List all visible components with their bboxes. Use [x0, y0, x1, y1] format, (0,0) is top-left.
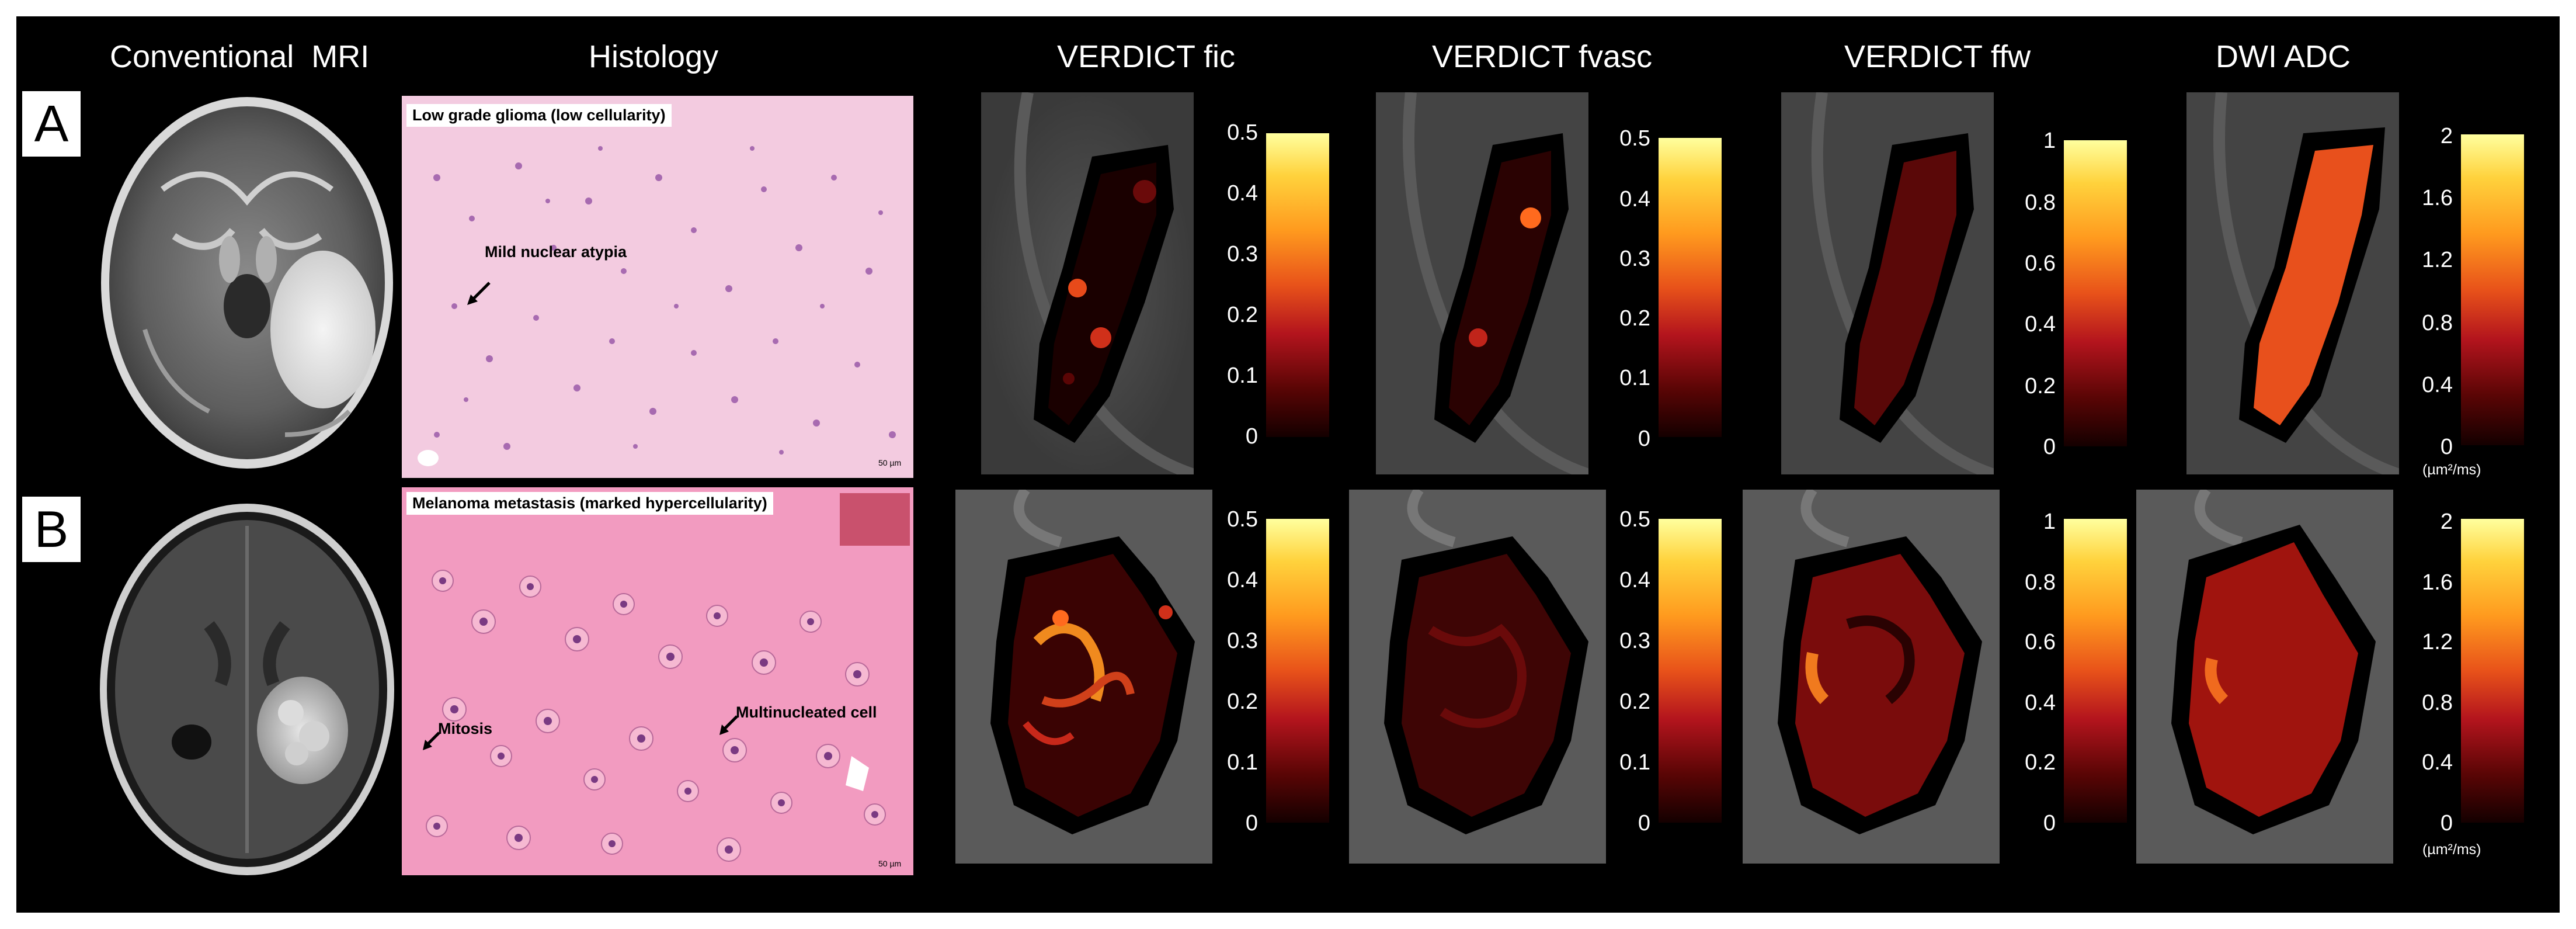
tick-fvasc-a-4: 0.1: [1619, 366, 1650, 390]
scalebar-b: 50 µm: [878, 859, 902, 868]
tick-fvasc-b-4: 0.1: [1619, 750, 1650, 775]
colorbar-adc-b: [2461, 519, 2524, 823]
ffw-map-a: [1781, 92, 1994, 474]
mri-image-b: [92, 491, 402, 888]
tick-fic-a-5: 0: [1245, 424, 1258, 449]
tick-fic-a-3: 0.2: [1227, 303, 1258, 327]
annotation-multinucleated-cell: Multinucleated cell: [736, 703, 877, 721]
tick-adc-a-2: 1.2: [2422, 248, 2453, 272]
tick-fic-a-2: 0.3: [1227, 242, 1258, 266]
tick-ffw-b-5: 0: [2043, 811, 2056, 836]
adc-map-b: [2136, 490, 2393, 864]
fvasc-map-a: [1376, 92, 1588, 474]
row-label-a: A: [22, 91, 81, 157]
fic-map-b: [955, 490, 1212, 864]
tick-ffw-b-4: 0.2: [2025, 750, 2056, 775]
tick-fic-b-2: 0.3: [1227, 629, 1258, 653]
tick-fic-b-4: 0.1: [1227, 750, 1258, 775]
tick-adc-a-1: 1.6: [2422, 186, 2453, 210]
scalebar-a: 50 µm: [878, 458, 902, 467]
tick-fvasc-b-5: 0: [1638, 811, 1650, 836]
column-title-fvasc: VERDICT fvasc: [1432, 39, 1653, 74]
unit-adc-b: (µm²/ms): [2422, 841, 2481, 858]
histology-image-b: Melanoma metastasis (marked hypercellula…: [402, 487, 913, 875]
tick-fvasc-b-3: 0.2: [1619, 689, 1650, 714]
tick-ffw-a-1: 0.8: [2025, 190, 2056, 215]
annotation-nuclear-atypia: Mild nuclear atypia: [485, 243, 627, 261]
column-title-ffw: VERDICT ffw: [1844, 39, 2031, 74]
tick-fvasc-a-0: 0.5: [1619, 126, 1650, 151]
tick-ffw-a-4: 0.2: [2025, 374, 2056, 398]
colorbar-ffw-a: [2064, 140, 2127, 446]
tick-fvasc-a-2: 0.3: [1619, 247, 1650, 271]
tick-adc-b-1: 1.6: [2422, 570, 2453, 595]
tick-adc-b-4: 0.4: [2422, 750, 2453, 775]
tick-fvasc-a-1: 0.4: [1619, 187, 1650, 212]
ffw-map-b: [1743, 490, 2000, 864]
tick-ffw-b-0: 1: [2043, 509, 2056, 534]
tick-fvasc-a-5: 0: [1638, 427, 1650, 451]
fic-map-a: [981, 92, 1194, 474]
column-title-adc: DWI ADC: [2216, 39, 2351, 74]
tick-ffw-a-0: 1: [2043, 129, 2056, 153]
tick-fic-a-4: 0.1: [1227, 363, 1258, 388]
colorbar-ffw-b: [2064, 519, 2127, 823]
tick-fic-a-1: 0.4: [1227, 181, 1258, 206]
histology-title-a: Low grade glioma (low cellularity): [406, 104, 672, 127]
tick-fic-b-1: 0.4: [1227, 568, 1258, 592]
colorbar-fic-a: [1266, 133, 1329, 437]
colorbar-fic-b: [1266, 519, 1329, 823]
tick-ffw-a-5: 0: [2043, 435, 2056, 459]
histology-image-a: Low grade glioma (low cellularity) Mild …: [402, 96, 913, 478]
tick-ffw-b-1: 0.8: [2025, 570, 2056, 595]
tick-fvasc-a-3: 0.2: [1619, 306, 1650, 331]
tick-ffw-a-3: 0.4: [2025, 312, 2056, 337]
tick-ffw-b-3: 0.4: [2025, 691, 2056, 715]
row-label-b: B: [22, 497, 81, 562]
tick-adc-a-0: 2: [2440, 124, 2453, 148]
annotation-mitosis: Mitosis: [438, 720, 493, 737]
colorbar-fvasc-a: [1659, 138, 1722, 437]
histology-title-b: Melanoma metastasis (marked hypercellula…: [406, 492, 773, 515]
colorbar-fvasc-b: [1659, 519, 1722, 823]
tick-fic-b-3: 0.2: [1227, 689, 1258, 714]
tick-fvasc-b-1: 0.4: [1619, 568, 1650, 592]
tick-adc-b-3: 0.8: [2422, 691, 2453, 715]
mri-image-a: [92, 84, 402, 481]
tick-adc-a-3: 0.8: [2422, 311, 2453, 335]
tick-ffw-a-2: 0.6: [2025, 251, 2056, 276]
tick-adc-a-4: 0.4: [2422, 373, 2453, 397]
column-title-mri: Conventional MRI: [110, 39, 370, 74]
tick-fvasc-b-2: 0.3: [1619, 629, 1650, 653]
tick-adc-a-5: 0: [2440, 435, 2453, 459]
colorbar-adc-a: [2461, 134, 2524, 445]
column-title-histology: Histology: [589, 39, 719, 74]
column-title-fic: VERDICT fic: [1057, 39, 1236, 74]
tick-adc-b-0: 2: [2440, 509, 2453, 534]
tick-fvasc-b-0: 0.5: [1619, 507, 1650, 532]
tick-adc-b-2: 1.2: [2422, 630, 2453, 654]
figure-panel: Conventional MRI Histology VERDICT fic V…: [16, 16, 2560, 913]
tick-fic-a-0: 0.5: [1227, 120, 1258, 145]
tick-fic-b-0: 0.5: [1227, 507, 1258, 532]
tick-adc-b-5: 0: [2440, 811, 2453, 836]
fvasc-map-b: [1349, 490, 1606, 864]
tick-fic-b-5: 0: [1245, 811, 1258, 836]
unit-adc-a: (µm²/ms): [2422, 462, 2481, 478]
adc-map-a: [2186, 92, 2399, 474]
tick-ffw-b-2: 0.6: [2025, 630, 2056, 654]
